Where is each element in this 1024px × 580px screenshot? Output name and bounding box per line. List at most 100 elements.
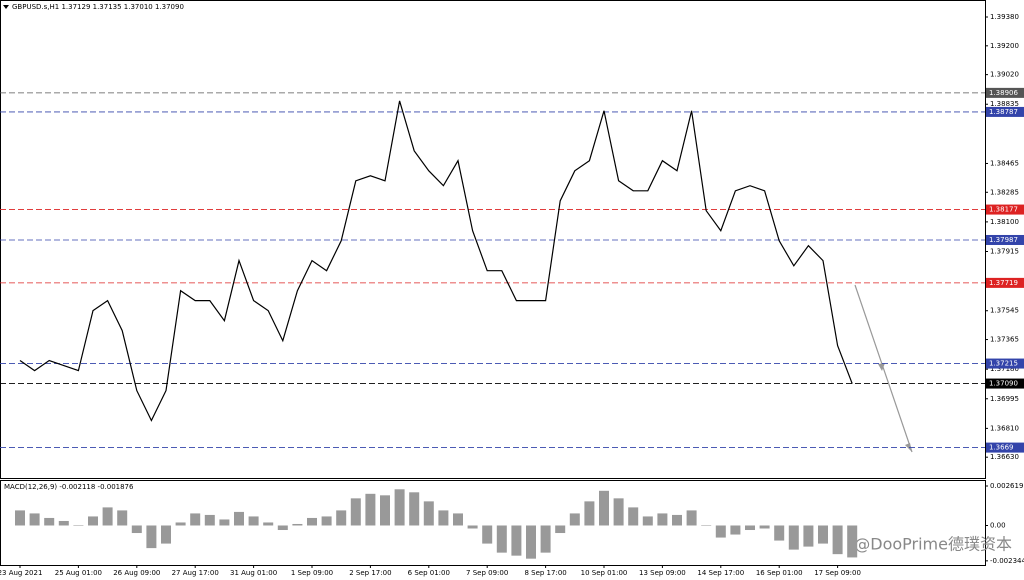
macd-bar [759,525,770,529]
y-tick-label: 0.00 [990,521,1006,529]
macd-bar [292,523,303,526]
macd-bar [423,501,434,526]
macd-bar [117,510,128,526]
level-box [986,87,1024,98]
macd-bar [555,525,566,534]
macd-bar [818,525,828,544]
x-tick-label: 27 Aug 17:00 [172,569,219,577]
x-tick-label: 26 Aug 09:00 [113,569,160,577]
price-frame [0,0,986,479]
macd-bar [774,525,785,541]
macd-bar [540,525,551,553]
forecast-arrow [854,284,913,453]
macd-bar [146,525,157,549]
y-tick-label: 1.37915 [990,248,1019,256]
y-tick-label: 1.39380 [990,13,1019,21]
x-tick-label: 2 Sep 17:00 [349,569,391,577]
x-tick-label: 14 Sep 17:00 [697,569,744,577]
macd-bar [277,525,288,531]
macd-bar [88,516,98,526]
macd-bar [832,525,843,555]
y-tick-label: 1.36995 [990,395,1019,403]
macd-bar [29,513,40,526]
macd-bar [847,525,858,558]
x-tick-label: 8 Sep 17:00 [524,569,566,577]
y-tick-label: 1.37365 [990,336,1019,344]
x-tick-label: 13 Sep 09:00 [639,569,686,577]
y-tick-label: 1.38100 [990,218,1019,226]
macd-bar [58,520,69,526]
level-box [986,277,1024,288]
macd-bar [307,517,317,526]
macd-bar [263,522,274,526]
macd-title: MACD(12,26,9) -0.002118 -0.001876 [4,483,134,491]
macd-bar [628,507,639,526]
y-tick-label: 1.37545 [990,307,1019,315]
macd-bar [599,490,609,526]
y-tick-label: 1.39020 [990,71,1019,79]
level-box [986,442,1024,453]
x-tick-label: 7 Sep 09:00 [466,569,508,577]
macd-bar [336,510,347,526]
y-tick-label: 1.38285 [990,188,1019,196]
macd-bar [584,501,595,526]
macd-bar [745,525,755,531]
macd-bar [511,525,522,556]
macd-bar [190,513,201,526]
x-tick-label: 31 Aug 01:00 [230,569,277,577]
x-tick-label: 1 Sep 09:00 [291,569,333,577]
macd-bar [715,525,726,538]
y-tick-label: 1.37180 [990,365,1019,373]
macd-bar [102,507,113,526]
level-box [986,234,1024,245]
level-label: 1.37215 [989,360,1018,368]
watermark: @DooPrime德璞资本 [854,535,1012,554]
macd-bar [248,516,259,526]
x-tick-label: 17 Sep 09:00 [814,569,861,577]
macd-bar [409,492,420,526]
arrow-head [905,443,912,452]
level-box [986,204,1024,215]
level-box [986,378,1024,389]
level-label: 1.37719 [989,279,1018,287]
chart-title: GBPUSD.s,H1 1.37129 1.37135 1.37010 1.37… [12,3,184,11]
menu-icon [3,5,9,9]
macd-bar [131,525,142,534]
macd-bar [701,525,712,526]
price-line [19,100,853,422]
level-label: 1.37987 [989,236,1018,244]
macd-bar [496,525,507,553]
macd-bar [15,510,25,526]
y-tick-label: 1.39200 [990,42,1019,50]
y-tick-label: 1.38465 [990,159,1019,167]
y-tick-label: 1.36630 [990,453,1019,461]
macd-bar [438,510,449,526]
y-tick-label: 1.36810 [990,424,1019,432]
macd-bar [219,519,230,526]
macd-bar [365,493,376,526]
level-label: 1.38906 [989,89,1018,97]
macd-bar [569,513,580,526]
macd-bar [803,525,814,547]
macd-bar [467,525,478,529]
macd-bar [321,516,332,526]
macd-bar [788,525,799,550]
macd-bar [613,498,624,526]
x-tick-label: 10 Sep 01:00 [581,569,628,577]
macd-bar [730,525,741,535]
y-tick-label: -0.002344 [990,557,1024,565]
y-tick-label: 1.38835 [990,100,1019,108]
macd-bar [642,516,653,526]
macd-bar [73,525,84,526]
level-label: 1.38787 [989,108,1018,116]
x-tick-label: 16 Sep 01:00 [756,569,803,577]
level-box [986,358,1024,369]
macd-bar [657,513,668,526]
level-label: 1.3669 [989,444,1014,452]
x-tick-label: 23 Aug 2021 [0,569,42,577]
macd-bar [394,489,405,526]
x-tick-label: 6 Sep 01:00 [408,569,450,577]
macd-bar [44,517,55,526]
